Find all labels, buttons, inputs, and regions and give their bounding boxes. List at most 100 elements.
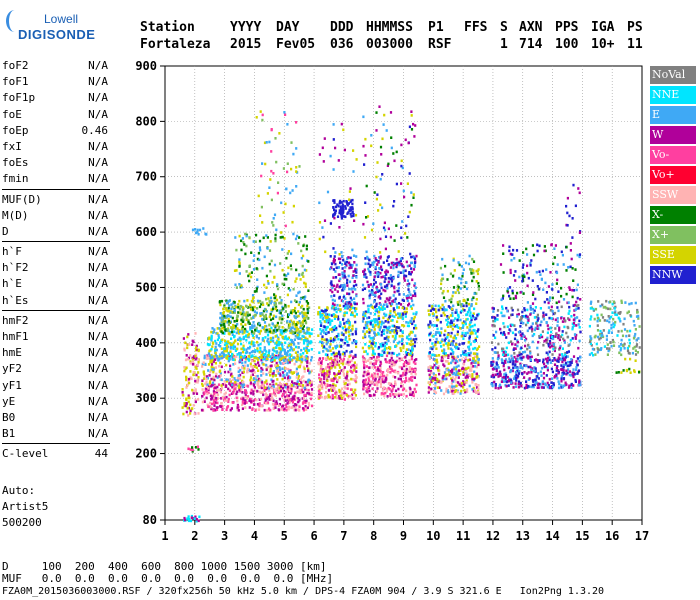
echo-point (362, 361, 365, 364)
echo-point (466, 317, 469, 321)
echo-point (537, 377, 540, 380)
echo-point (318, 396, 321, 400)
echo-point (355, 302, 358, 306)
echo-point (259, 248, 262, 252)
echo-point (378, 267, 381, 270)
echo-cluster-2 (187, 445, 200, 453)
echo-point (296, 234, 299, 238)
echo-point (287, 326, 290, 329)
echo-point (380, 345, 383, 348)
echo-point (222, 307, 225, 311)
echo-point (261, 384, 264, 388)
echo-point (269, 178, 272, 181)
echo-point (381, 349, 384, 353)
echo-point (325, 375, 328, 379)
echo-point (405, 389, 408, 393)
echo-point (373, 275, 376, 279)
echo-point (402, 313, 405, 316)
echo-point (306, 330, 309, 333)
echo-point (268, 384, 272, 388)
echo-point (343, 274, 346, 278)
echo-point (365, 386, 368, 390)
echo-point (266, 333, 270, 337)
echo-point (459, 287, 462, 290)
echo-point (377, 317, 381, 321)
echo-point (343, 272, 346, 275)
echo-point (283, 350, 286, 353)
echo-point (457, 303, 460, 306)
echo-point (405, 348, 408, 351)
echo-point (222, 323, 225, 327)
echo-point (344, 336, 347, 339)
echo-point (572, 375, 575, 379)
echo-point (376, 161, 379, 164)
echo-point (459, 303, 463, 306)
echo-point (215, 390, 219, 394)
echo-point (323, 320, 326, 323)
echo-point (333, 216, 336, 220)
echo-point (412, 312, 415, 316)
echo-point (405, 364, 408, 368)
echo-point (459, 369, 462, 372)
echo-point (546, 359, 549, 363)
echo-point (442, 311, 445, 315)
echo-point (354, 307, 357, 310)
echo-point (383, 307, 386, 310)
echo-point (349, 388, 353, 391)
echo-point (403, 195, 406, 199)
echo-point (405, 307, 408, 310)
echo-point (272, 224, 275, 227)
echo-point (320, 387, 323, 390)
echo-point (448, 298, 451, 302)
echo-point (352, 170, 355, 173)
echo-point (379, 360, 382, 364)
echo-point (375, 333, 378, 336)
echo-point (300, 348, 303, 352)
header-label-9: PPS (555, 20, 579, 35)
echo-point (375, 358, 378, 361)
echo-point (297, 377, 300, 380)
echo-point (333, 358, 336, 361)
echo-point (338, 376, 341, 379)
echo-point (295, 396, 298, 400)
echo-point (445, 373, 448, 376)
echo-point (346, 306, 349, 309)
echo-point (446, 278, 449, 281)
echo-point (392, 340, 395, 343)
echo-point (412, 338, 415, 341)
echo-point (374, 309, 377, 312)
echo-point (354, 353, 357, 357)
echo-point (472, 296, 475, 299)
echo-point (332, 199, 335, 202)
echo-point (339, 323, 342, 326)
echo-point (232, 346, 235, 349)
echo-point (454, 378, 457, 381)
echo-point (230, 337, 233, 340)
echo-point (282, 167, 285, 170)
echo-point (329, 339, 332, 343)
echo-point (385, 342, 388, 346)
echo-point (276, 364, 279, 367)
echo-point (204, 389, 207, 392)
echo-point (241, 400, 244, 404)
echo-point (369, 312, 372, 315)
echo-point (374, 334, 377, 337)
echo-point (196, 378, 199, 381)
echo-point (385, 129, 388, 132)
echo-point (319, 328, 322, 331)
echo-point (273, 349, 276, 353)
echo-point (327, 365, 330, 369)
echo-point (410, 331, 413, 334)
echo-point (276, 369, 279, 373)
echo-point (388, 382, 391, 385)
echo-point (290, 141, 293, 144)
echo-point (267, 337, 270, 341)
echo-point (229, 389, 232, 392)
echo-point (280, 357, 283, 360)
echo-point (379, 382, 383, 386)
echo-point (414, 362, 417, 365)
echo-point (446, 344, 449, 347)
echo-point (206, 375, 209, 378)
header-label-8: AXN (519, 20, 543, 35)
echo-point (228, 342, 231, 345)
